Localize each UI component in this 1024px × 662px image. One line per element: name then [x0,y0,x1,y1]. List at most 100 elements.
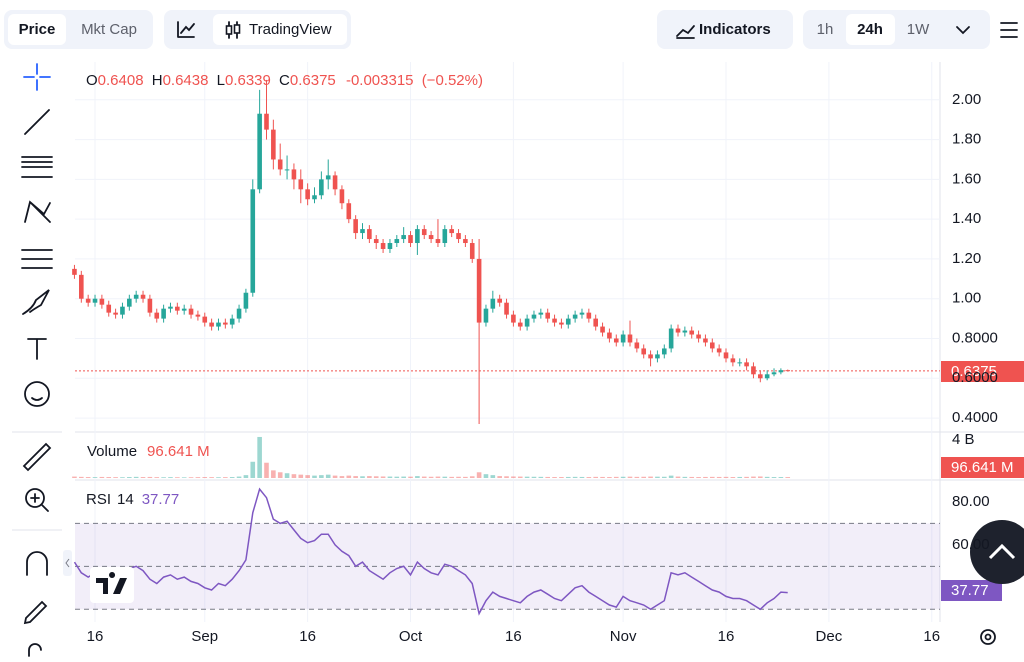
volume-bar [572,476,578,478]
x-tick-label: 16 [505,628,522,645]
volume-tick-label: 4 B [952,431,975,448]
candle-body [353,219,358,234]
legend-value: 0.6438 [163,72,209,89]
volume-bar [387,476,393,478]
logo[interactable] [96,572,127,594]
volume-bar [113,477,118,478]
volume-bar [202,477,208,478]
pane-handle[interactable] [63,550,72,576]
volume-bar [428,476,434,478]
axis-settings[interactable] [980,629,996,645]
crosshair-tool[interactable] [23,63,51,91]
settings-icon[interactable] [1000,22,1018,38]
volume-bar [229,477,235,478]
volume-bar [668,475,674,478]
volume-bar [373,476,379,478]
fib-tool[interactable] [21,156,53,178]
volume-bar [284,473,290,478]
candle-body [751,366,756,375]
last-price-label: 0.6375 [951,363,997,380]
volume-bar [161,477,166,478]
x-tick-label: Sep [191,628,218,645]
ohlc-legend: O0.6408 H0.6438 L0.6339 C0.6375 -0.00331… [86,72,483,89]
rsi-line [73,487,788,616]
volume-bar [689,476,695,478]
tab[interactable]: Price [19,21,56,38]
volume-bar [188,477,194,478]
candle-body [661,348,667,355]
rsi-label: RSI [86,491,111,508]
style-active[interactable] [213,14,347,45]
volume-bar [751,476,756,478]
lock-tool[interactable] [23,600,48,625]
candle-body [175,306,180,311]
candle-body [737,362,743,364]
ruler-tool[interactable] [22,442,52,472]
volume-bar [552,477,557,478]
projection-tool[interactable] [21,249,53,269]
trend-line-tool[interactable] [24,109,50,135]
zoom-tool[interactable] [30,493,49,512]
candle-body [497,298,502,303]
candle-body [113,312,118,315]
candle-body [771,372,777,375]
zoom-tool[interactable] [25,488,45,508]
volume-bar [79,476,84,478]
tab[interactable]: Mkt Cap [81,21,137,38]
x-tick-label: Oct [399,628,423,645]
volume-bar [579,476,585,478]
indicators-icon [676,25,695,39]
volume-bar [504,476,509,478]
candle-body [243,292,249,309]
emoji-tool[interactable] [24,381,50,407]
candle-body [312,195,317,200]
volume-bar [147,476,153,478]
candle-body [236,308,242,319]
rsi-tick-label: 60.00 [952,536,990,553]
volume-bar [490,475,496,478]
volume-bar [723,476,729,478]
candle-body [161,308,166,319]
candle-body [682,330,688,333]
y-tick-label: 2.00 [952,91,981,108]
indicators-label[interactable]: Indicators [699,21,771,38]
pattern-tool[interactable] [24,200,51,223]
interval-dropdown[interactable] [956,26,970,35]
volume-bar [175,477,180,478]
text-tool[interactable] [27,338,47,360]
volume-bar [243,475,249,478]
candle-body [79,274,84,299]
volume-bar [511,476,516,478]
candle-body [229,318,235,325]
indicators-button[interactable] [657,10,793,49]
volume-bar [305,475,310,478]
volume-bar [758,476,763,478]
candle-body [442,229,448,244]
interval[interactable]: 1h [817,21,834,38]
candle-body [373,239,379,244]
style-label[interactable]: TradingView [249,21,332,38]
candle-body [785,370,791,372]
candle-icon [233,24,241,34]
magnet-tool[interactable] [26,551,48,576]
x-tick-label: 16 [299,628,316,645]
rsi-value: 37.77 [142,491,180,508]
interval[interactable]: 1W [907,21,930,38]
volume-bar [216,477,221,478]
brush-tool[interactable] [22,289,50,315]
tab-active[interactable] [8,14,66,45]
emoji-tool[interactable] [31,397,43,401]
candle-body [730,358,736,363]
interval-active[interactable] [846,14,895,45]
line-style-icon[interactable] [177,21,195,38]
volume-box-label: 96.641 M [951,459,1014,476]
x-tick-label: Dec [816,628,843,645]
lock-tool[interactable] [28,643,42,657]
legend-value: 0.6339 [225,72,271,89]
candle-body [675,328,681,333]
volume-bar [559,477,564,478]
volume-bar [545,476,550,478]
interval[interactable]: 24h [857,21,883,38]
